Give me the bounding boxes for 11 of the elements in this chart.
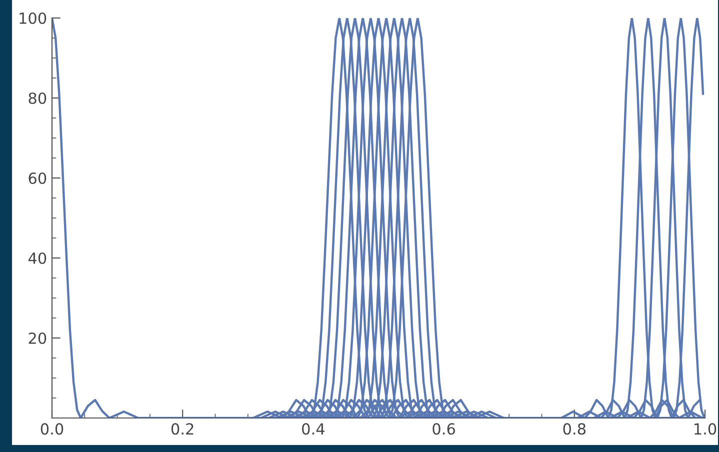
- y-tick-label: 80: [28, 92, 46, 104]
- x-tick-label: 0.6: [432, 423, 455, 435]
- x-tick-label: 0.4: [302, 423, 324, 435]
- x-tick-label: 0.8: [563, 423, 586, 435]
- y-tick-label: 100: [20, 12, 46, 24]
- x-tick-label: 0.2: [171, 423, 194, 435]
- y-tick-label: 40: [28, 252, 46, 264]
- x-tick-label: 1.0: [694, 423, 716, 435]
- y-tick-label: 20: [28, 332, 46, 344]
- x-tick-label: 0.0: [40, 423, 64, 435]
- y-tick-label: 60: [28, 172, 46, 184]
